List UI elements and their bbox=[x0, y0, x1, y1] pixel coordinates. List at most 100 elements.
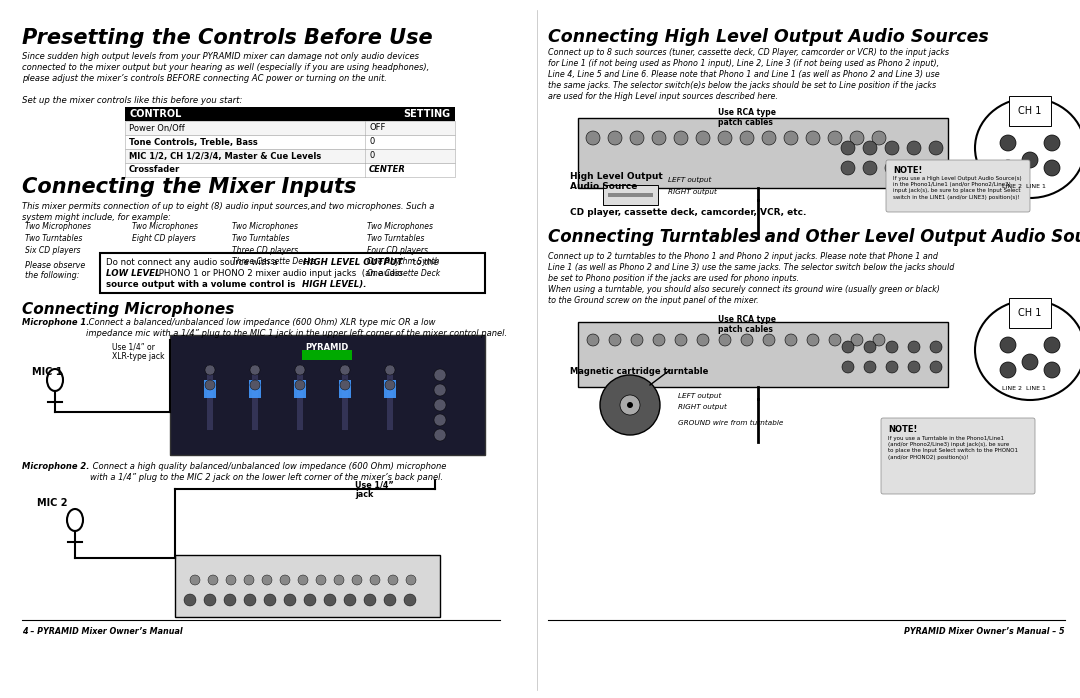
Circle shape bbox=[740, 131, 754, 145]
Text: LEFT output: LEFT output bbox=[678, 393, 721, 399]
Circle shape bbox=[588, 334, 599, 346]
Circle shape bbox=[762, 131, 777, 145]
Circle shape bbox=[807, 334, 819, 346]
Circle shape bbox=[907, 141, 921, 155]
Text: MIC 2: MIC 2 bbox=[37, 498, 67, 508]
Bar bbox=[249, 380, 261, 398]
Circle shape bbox=[1044, 337, 1059, 353]
Circle shape bbox=[345, 594, 356, 606]
Circle shape bbox=[205, 365, 215, 375]
Circle shape bbox=[1022, 152, 1038, 168]
Circle shape bbox=[627, 402, 633, 408]
Circle shape bbox=[886, 341, 897, 353]
Circle shape bbox=[784, 131, 798, 145]
Circle shape bbox=[696, 131, 710, 145]
Text: Connect a high quality balanced/unbalanced low impedance (600 Ohm) microphone
wi: Connect a high quality balanced/unbalanc… bbox=[90, 462, 446, 482]
Circle shape bbox=[1044, 135, 1059, 151]
Text: Magnetic cartridge turntable: Magnetic cartridge turntable bbox=[570, 367, 708, 376]
Text: Microphone 1.: Microphone 1. bbox=[22, 318, 90, 327]
Circle shape bbox=[340, 380, 350, 390]
Circle shape bbox=[608, 131, 622, 145]
Circle shape bbox=[364, 594, 376, 606]
Text: NOTE!: NOTE! bbox=[888, 425, 917, 434]
Bar bbox=[100, 253, 485, 293]
Text: SETTING: SETTING bbox=[403, 109, 450, 119]
Circle shape bbox=[384, 365, 395, 375]
Circle shape bbox=[434, 384, 446, 396]
Text: 0: 0 bbox=[369, 138, 375, 147]
Circle shape bbox=[851, 334, 863, 346]
Bar bbox=[125, 135, 455, 149]
Circle shape bbox=[284, 594, 296, 606]
Circle shape bbox=[226, 575, 237, 585]
Circle shape bbox=[930, 361, 942, 373]
Circle shape bbox=[384, 380, 395, 390]
Circle shape bbox=[719, 334, 731, 346]
Circle shape bbox=[184, 594, 195, 606]
Circle shape bbox=[841, 141, 855, 155]
Text: Connecting Turntables and Other Level Output Audio Sources: Connecting Turntables and Other Level Ou… bbox=[548, 228, 1080, 246]
Circle shape bbox=[434, 369, 446, 381]
Circle shape bbox=[303, 594, 316, 606]
Text: High Level Output
Audio Source: High Level Output Audio Source bbox=[570, 172, 663, 191]
Circle shape bbox=[340, 365, 350, 375]
Bar bbox=[342, 365, 348, 430]
Circle shape bbox=[828, 131, 842, 145]
Circle shape bbox=[762, 334, 775, 346]
Circle shape bbox=[864, 361, 876, 373]
Text: RIGHT output: RIGHT output bbox=[678, 404, 727, 410]
Circle shape bbox=[930, 341, 942, 353]
Circle shape bbox=[653, 334, 665, 346]
Text: Two Microphones
Two Turntables
Six CD players: Two Microphones Two Turntables Six CD pl… bbox=[25, 222, 91, 255]
Circle shape bbox=[863, 161, 877, 175]
Text: LOW LEVEL: LOW LEVEL bbox=[106, 269, 161, 278]
Circle shape bbox=[370, 575, 380, 585]
Circle shape bbox=[262, 575, 272, 585]
Circle shape bbox=[829, 334, 841, 346]
Circle shape bbox=[907, 161, 921, 175]
Bar bbox=[207, 365, 213, 430]
Ellipse shape bbox=[975, 98, 1080, 198]
Circle shape bbox=[929, 141, 943, 155]
Circle shape bbox=[886, 361, 897, 373]
Text: 4 – PYRAMID Mixer Owner’s Manual: 4 – PYRAMID Mixer Owner’s Manual bbox=[22, 627, 183, 636]
Circle shape bbox=[675, 334, 687, 346]
Circle shape bbox=[609, 334, 621, 346]
Circle shape bbox=[434, 414, 446, 426]
Bar bbox=[578, 118, 948, 188]
Circle shape bbox=[244, 575, 254, 585]
Circle shape bbox=[1044, 160, 1059, 176]
Circle shape bbox=[1022, 354, 1038, 370]
Circle shape bbox=[718, 131, 732, 145]
Ellipse shape bbox=[975, 300, 1080, 400]
Bar bbox=[125, 163, 455, 177]
Circle shape bbox=[384, 594, 396, 606]
FancyBboxPatch shape bbox=[886, 160, 1030, 212]
Circle shape bbox=[204, 594, 216, 606]
Circle shape bbox=[388, 575, 399, 585]
Circle shape bbox=[631, 334, 643, 346]
Circle shape bbox=[741, 334, 753, 346]
Bar bbox=[170, 335, 485, 455]
Text: If you use a High Level Output Audio Source(s)
in the Phono1/Line1 (and/or Phono: If you use a High Level Output Audio Sou… bbox=[893, 176, 1022, 200]
Circle shape bbox=[1000, 362, 1016, 378]
Circle shape bbox=[208, 575, 218, 585]
Circle shape bbox=[929, 161, 943, 175]
Text: RIGHT output: RIGHT output bbox=[669, 189, 717, 195]
Text: Do not connect any audio source with a: Do not connect any audio source with a bbox=[106, 258, 281, 267]
Circle shape bbox=[872, 131, 886, 145]
Bar bbox=[384, 380, 396, 398]
Circle shape bbox=[404, 594, 416, 606]
Circle shape bbox=[806, 131, 820, 145]
Circle shape bbox=[1000, 337, 1016, 353]
Circle shape bbox=[697, 334, 708, 346]
Circle shape bbox=[873, 334, 885, 346]
Bar bbox=[302, 350, 352, 360]
Circle shape bbox=[298, 575, 308, 585]
Text: CD player, cassette deck, camcorder, VCR, etc.: CD player, cassette deck, camcorder, VCR… bbox=[570, 208, 807, 217]
Circle shape bbox=[850, 131, 864, 145]
Bar bbox=[204, 380, 216, 398]
Circle shape bbox=[1000, 135, 1016, 151]
Text: LEFT output: LEFT output bbox=[669, 177, 712, 183]
Text: NOTE!: NOTE! bbox=[893, 166, 922, 175]
